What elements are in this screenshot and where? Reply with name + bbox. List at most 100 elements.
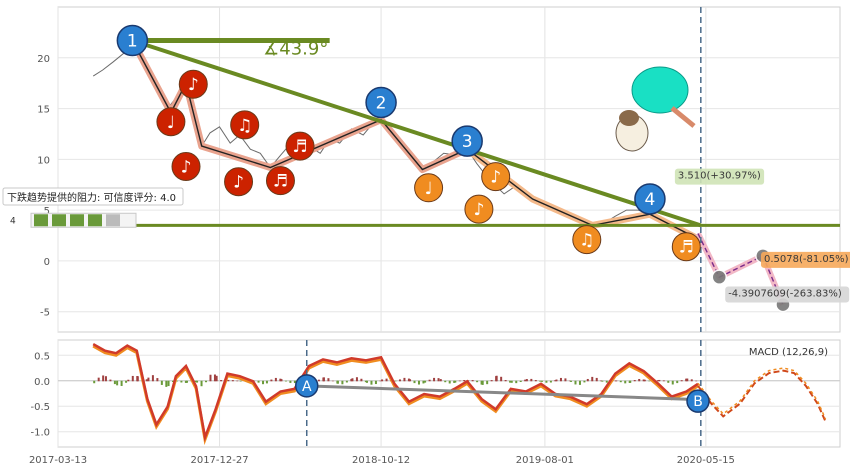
wave-label-text: 1 [127,32,138,52]
macd-histogram-bar [394,380,397,382]
macd-histogram-bar [156,378,159,382]
macd-histogram-bar [695,380,698,382]
note-marker-circle [265,166,295,196]
macd-histogram-bar [583,380,586,383]
macd-histogram-bar [236,380,239,382]
macd-histogram-bar [629,380,632,383]
fan-icon [631,66,689,114]
note-marker-circle [481,162,511,192]
macd-histogram-bar [398,379,401,382]
macd-histogram-bar [490,380,493,382]
macd-histogram-bar [586,378,589,382]
macd-histogram-bar [336,380,339,384]
x-tick-label: 2019-08-01 [516,455,574,466]
macd-histogram-bar [413,380,416,384]
note-marker-glyph: ♬ [679,238,694,258]
macd-histogram-bar [539,380,542,382]
macd-histogram-bar [180,380,183,383]
macd-histogram-bar [530,378,533,382]
macd-histogram-bar [615,380,618,382]
note-marker-glyph: ♩ [167,113,175,133]
note-marker-glyph: ♬ [292,137,307,157]
macd-histogram-bar [481,380,484,385]
macd-y-tick-label: -1.0 [30,428,50,439]
score-star-icon [70,214,84,227]
macd-histogram-bar [453,380,456,383]
macd-histogram-bar [555,379,558,382]
macd-histogram-bar [370,380,373,385]
macd-histogram-bar [574,380,577,385]
macd-histogram-bar [409,379,412,382]
macd-histogram-bar [595,377,598,382]
macd-histogram-bar [568,380,571,382]
macd-histogram-bar [638,378,641,382]
annotation-box [760,251,850,268]
macd-histogram-bar [633,380,636,382]
macd-point-circle [686,389,710,413]
note-marker-circle [230,110,260,140]
macd-histogram-bar [239,380,242,382]
macd-histogram-bar [662,380,665,382]
macd-histogram-bar [322,377,325,382]
downtrend-line [131,38,702,228]
macd-histogram-bar [515,380,518,384]
price-y-tick-label: 10 [37,155,50,166]
macd-histogram-bar [549,380,552,383]
score-star-icon [88,214,102,227]
note-marker-circle [414,173,444,203]
macd-histogram-bar [424,380,427,383]
macd-histogram-bar [417,380,420,385]
macd-histogram-bar [265,380,268,384]
macd-histogram-bar [194,380,197,383]
macd-histogram-bar [351,378,354,382]
annotation-text: -4.3907609(-263.83%) [728,288,842,299]
macd-histogram-bar [495,375,498,382]
macd-histogram-bar [186,380,189,383]
macd-histogram-bar [127,379,130,382]
score-star-icon [106,214,120,227]
macd-histogram-bar [200,380,203,387]
macd-histogram-bar [262,380,265,385]
macd-point-label: A [302,379,312,395]
note-marker-glyph: ♪ [490,168,501,188]
macd-histogram-bar [422,380,425,384]
macd-histogram-bar [365,380,368,383]
price-y-tick-label: 0 [44,257,50,268]
macd-histogram-bar [480,380,483,385]
note-marker-glyph: ♩ [425,179,433,199]
macd-histogram-bar [131,375,134,382]
fan-handle-icon [670,106,696,128]
forecast-point [711,269,728,285]
note-marker-glyph: ♬ [273,172,288,192]
macd-histogram-bar [605,380,608,383]
macd-histogram-bar [93,380,96,384]
macd-histogram-bar [97,377,100,382]
macd-histogram-bar [125,380,128,383]
macd-histogram-bar [463,380,466,382]
macd-histogram-bar [317,379,320,382]
macd-histogram-bar [360,378,363,382]
price-y-tick-label: 15 [37,105,50,116]
wave-label-circle [365,86,397,119]
macd-histogram-bar [294,380,297,383]
macd-histogram-bar [151,375,154,382]
price-y-tick-label: 5 [44,206,50,217]
macd-histogram-bar [355,377,358,382]
macd-forecast-signal-line [697,367,827,420]
macd-histogram-bar [385,378,388,382]
macd-point-circle [294,374,319,398]
macd-histogram-bar [327,378,330,382]
macd-histogram-bar [486,380,489,385]
macd-histogram-bar [279,378,282,382]
macd-histogram-bar [454,380,457,383]
macd-histogram-bar [270,379,273,382]
macd-histogram-bar [685,378,688,382]
macd-histogram-bar [667,380,670,383]
dog-head-icon [619,110,639,126]
macd-histogram-bar [289,380,292,383]
macd-histogram-bar [504,380,507,382]
note-marker-glyph: ♫ [237,116,252,136]
macd-histogram-bar [167,380,170,387]
macd-histogram-bar [379,380,382,382]
score-badge-text: 4 [10,216,16,226]
